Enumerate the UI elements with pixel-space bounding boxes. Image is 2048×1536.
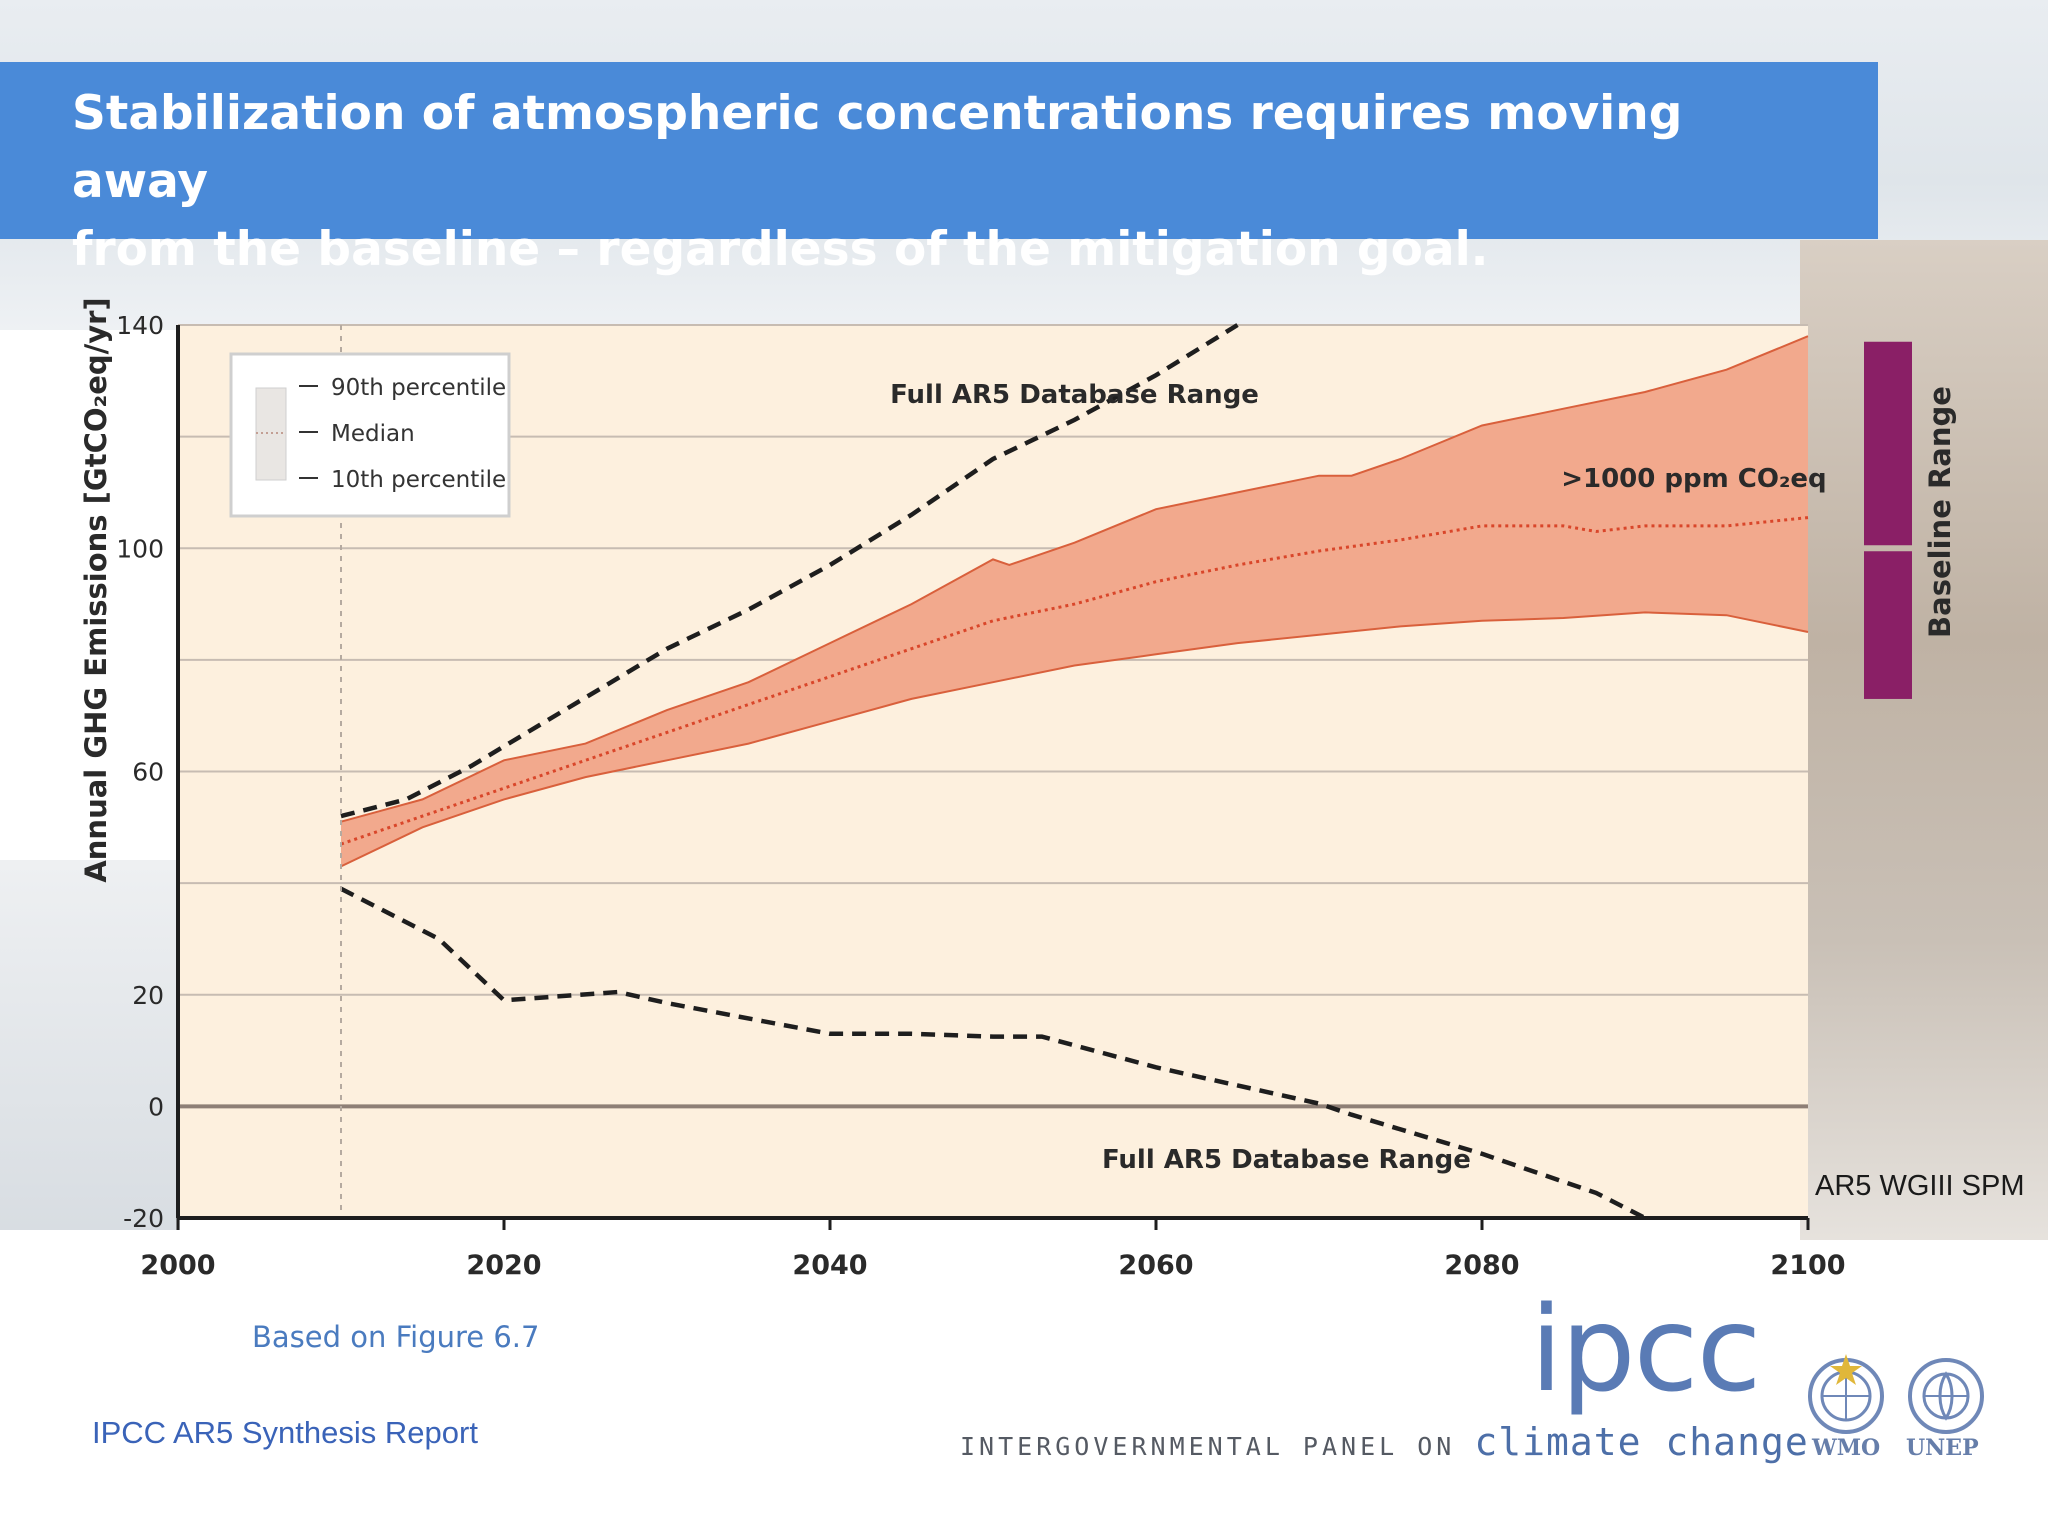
legend-item-label: Median xyxy=(331,421,415,447)
series-90th-percentile-line xyxy=(340,335,1809,823)
y-axis-label: Annual GHG Emissions [GtCO₂eq/yr] xyxy=(79,297,113,882)
tick-labels: 2000 2020 2040 2060 2080 2100 140 100 60 20 0 -20 xyxy=(116,311,1845,1281)
series-full-range-upper-line xyxy=(340,323,1239,819)
right-background-photo xyxy=(1800,240,2048,1240)
y-tick-label: 0 xyxy=(148,1092,164,1121)
wmo-emblem-icon xyxy=(1808,1354,1884,1434)
chart-annotations: Full AR5 Database Range >1000 ppm CO₂eq Fu… xyxy=(890,380,1827,1175)
series-10th-percentile-line xyxy=(340,611,1809,868)
unep-label: UNEP xyxy=(1906,1435,1979,1461)
report-name: IPCC AR5 Synthesis Report xyxy=(92,1415,478,1450)
legend-item-label: 90th percentile xyxy=(331,375,506,401)
x-tick-label: 2100 xyxy=(1770,1250,1845,1281)
legend-item-label: 10th percentile xyxy=(331,467,506,493)
x-tick-label: 2060 xyxy=(1118,1250,1193,1281)
percentile-band xyxy=(341,336,1808,867)
x-tick-label: 2080 xyxy=(1444,1250,1519,1281)
y-tick-label: 140 xyxy=(116,311,164,340)
x-tick-label: 2000 xyxy=(140,1250,215,1281)
slide-title: Stabilization of atmospheric concentrati… xyxy=(72,86,1683,277)
x-tick-label: 2040 xyxy=(792,1250,867,1281)
annotation-label: >1000 ppm CO₂eq xyxy=(1561,464,1826,494)
y-tick-label: -20 xyxy=(123,1204,164,1233)
annotation-label: Full AR5 Database Range xyxy=(1102,1145,1471,1175)
baseline-range-label: Baseline Range xyxy=(1923,386,1957,638)
title-banner xyxy=(0,62,1878,239)
figure-reference: Based on Figure 6.7 xyxy=(252,1320,540,1354)
series-median-line xyxy=(340,516,1809,846)
ipcc-tagline: INTERGOVERNMENTAL PANEL ON climate chang… xyxy=(960,1420,1809,1464)
y-tick-label: 20 xyxy=(132,981,164,1010)
axes xyxy=(176,325,1810,1230)
baseline-range-bar-upper xyxy=(1864,341,1912,546)
wmo-label: WMO xyxy=(1812,1435,1881,1461)
source-label: AR5 WGIII SPM xyxy=(1815,1170,2025,1202)
y-tick-label: 60 xyxy=(132,758,164,787)
ipcc-tagline-panel: INTERGOVERNMENTAL PANEL ON xyxy=(960,1432,1456,1461)
left-background-photo xyxy=(0,860,180,1230)
annotation-label: Full AR5 Database Range xyxy=(890,380,1259,410)
x-tick-label: 2020 xyxy=(466,1250,541,1281)
legend: 90th percentile Median 10th percentile xyxy=(229,352,511,518)
ipcc-logo: ipcc xyxy=(1530,1280,1761,1418)
ipcc-tagline-climate: climate change xyxy=(1474,1420,1809,1464)
baseline-range-bar-lower xyxy=(1864,551,1912,699)
y-tick-label: 100 xyxy=(116,534,164,563)
unep-emblem-icon xyxy=(1908,1358,1984,1434)
series-full-range-lower-line xyxy=(339,886,1647,1221)
